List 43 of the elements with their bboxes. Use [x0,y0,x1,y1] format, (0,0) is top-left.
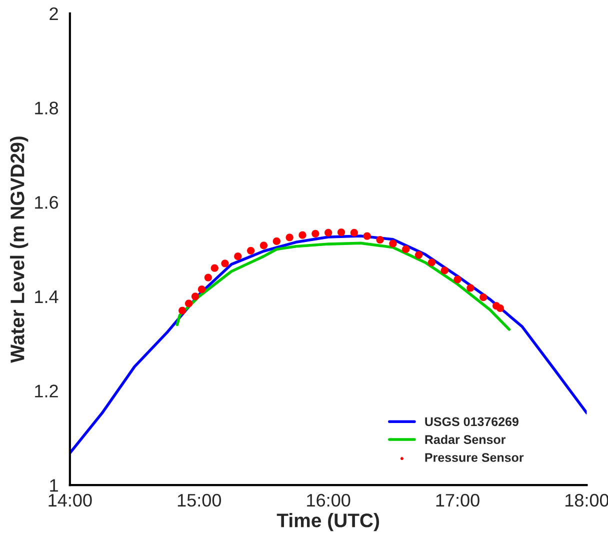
point [246,246,255,254]
point [414,251,423,259]
point [178,306,186,314]
point [350,228,358,237]
point [389,240,397,248]
legend-label: Pressure Sensor [425,453,524,462]
point [480,294,488,302]
y-tick-label: 1.6 [35,196,58,209]
y-tick-label: 1.4 [35,290,58,303]
point [337,228,346,236]
point [221,260,229,268]
y-tick-label: 2 [50,7,58,20]
y-tick-label: 1.8 [35,102,58,114]
point [376,236,384,244]
point [234,252,242,260]
point [204,274,212,282]
x-tick-label: 17:00 [436,494,480,507]
point [428,258,436,266]
point [466,284,474,292]
point [324,228,332,237]
y-axis-title: Water Level (m NGVD29) [10,136,28,363]
point [286,234,294,242]
point [272,237,280,246]
point [454,276,462,284]
point [312,230,320,238]
point [363,232,371,240]
legend-label: USGS 01376269 [425,417,518,426]
x-tick-label: 16:00 [307,494,350,507]
x-axis-title: Time (UTC) [276,513,380,532]
point [260,242,268,250]
x-tick-label: 15:00 [178,494,222,507]
y-tick-label: 1.2 [35,384,58,398]
point [210,264,218,272]
x-tick-label: 14:00 [48,494,92,507]
point [496,304,504,312]
point [184,300,193,308]
y-tick-label: 1 [50,479,58,492]
legend-label: Radar Sensor [425,434,506,444]
point [198,286,206,294]
point [402,245,410,254]
point [298,231,306,239]
point [191,292,200,300]
point [440,266,448,274]
